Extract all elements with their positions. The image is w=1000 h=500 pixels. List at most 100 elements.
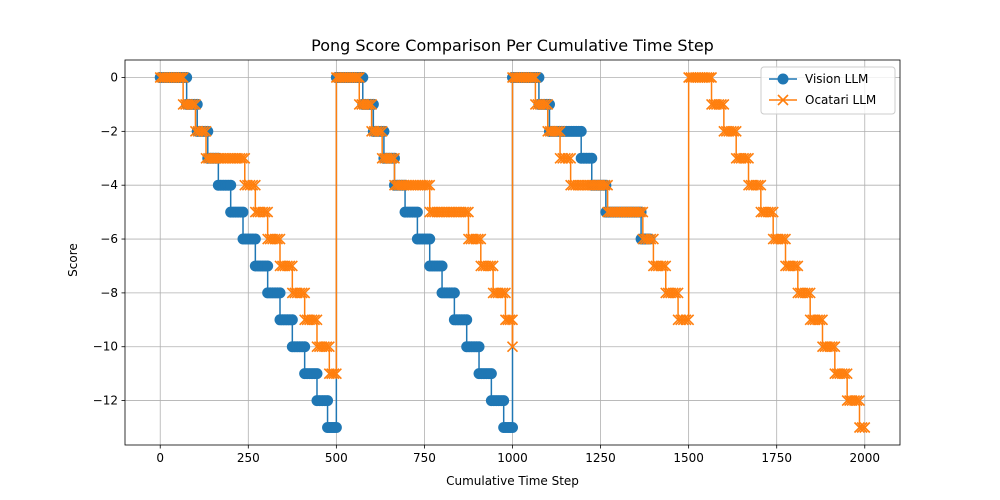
data-point-marker [506, 314, 519, 326]
data-point-marker [376, 125, 388, 137]
data-point-marker [599, 179, 611, 191]
data-point-marker [836, 368, 848, 380]
data-point-marker [542, 98, 554, 110]
data-point-marker [421, 179, 433, 191]
x-tick-label: 250 [237, 451, 260, 465]
data-point-marker [539, 98, 551, 110]
data-point-marker [639, 233, 652, 245]
legend-label: Vision LLM [805, 72, 868, 86]
y-axis-label: Score [66, 243, 80, 277]
data-point-marker [839, 368, 851, 380]
data-point-marker [361, 98, 373, 110]
data-point-marker [762, 206, 774, 218]
data-point-marker [244, 179, 256, 191]
series-ocatari-llm [154, 71, 871, 434]
data-point-marker [675, 314, 687, 326]
data-point-marker [462, 206, 475, 218]
data-point-marker [660, 260, 672, 272]
data-point-marker [647, 233, 659, 245]
data-point-marker [672, 314, 684, 326]
data-point-marker [859, 421, 871, 434]
data-point-marker [241, 179, 253, 191]
data-point-marker [657, 260, 669, 272]
data-point-marker [306, 314, 318, 326]
data-point-marker [271, 233, 284, 245]
data-point-marker [383, 152, 396, 164]
data-point-marker [236, 152, 248, 164]
data-point-marker [777, 233, 789, 245]
x-axis-label: Cumulative Time Step [446, 474, 579, 488]
data-point-marker [549, 125, 561, 137]
data-point-marker [779, 233, 792, 245]
data-point-marker [330, 422, 342, 433]
x-tick-label: 1750 [761, 451, 792, 465]
data-point-marker [448, 287, 460, 299]
data-point-marker [853, 421, 866, 434]
data-point-marker [655, 260, 667, 272]
data-point-marker [367, 98, 379, 110]
data-point-marker [792, 260, 804, 272]
data-point-marker [351, 71, 363, 84]
data-point-marker [787, 260, 799, 272]
data-point-marker [559, 152, 571, 164]
data-point-marker [318, 341, 330, 353]
data-point-marker [848, 395, 861, 407]
data-point-marker [841, 368, 853, 380]
data-point-marker [497, 287, 509, 299]
y-tick-label: −10 [93, 340, 118, 354]
data-point-marker [667, 287, 679, 299]
data-point-marker [257, 206, 269, 218]
data-point-marker [701, 71, 713, 84]
data-point-marker [330, 368, 342, 380]
data-point-marker [274, 287, 286, 299]
x-tick-label: 1250 [585, 451, 616, 465]
data-point-marker [829, 341, 841, 353]
data-point-marker [789, 260, 801, 272]
data-point-marker [586, 152, 598, 164]
data-point-marker [475, 233, 487, 245]
data-point-marker [388, 152, 401, 164]
data-point-marker [294, 287, 306, 299]
data-point-marker [554, 152, 566, 164]
data-point-marker [371, 125, 383, 137]
data-point-marker [527, 71, 539, 84]
data-point-marker [197, 125, 209, 137]
data-point-marker [637, 233, 649, 245]
data-point-marker [175, 71, 187, 84]
data-point-marker [802, 287, 814, 299]
data-point-marker [262, 260, 274, 272]
data-point-marker [670, 287, 682, 299]
data-point-marker [637, 206, 649, 218]
data-point-marker [269, 233, 281, 245]
x-tick-label: 750 [413, 451, 436, 465]
data-point-marker [504, 314, 516, 326]
data-point-marker [237, 206, 249, 218]
data-point-marker [353, 71, 365, 84]
data-point-marker [172, 71, 185, 84]
data-point-marker [286, 260, 298, 272]
data-point-marker [775, 233, 787, 245]
data-point-marker [672, 287, 684, 299]
data-point-marker [814, 314, 826, 326]
data-point-marker [349, 71, 361, 84]
data-point-marker [247, 179, 259, 191]
data-point-marker [602, 179, 614, 191]
data-point-marker [597, 179, 609, 191]
data-point-marker [187, 98, 199, 110]
data-point-marker [677, 314, 689, 326]
data-point-marker [470, 233, 482, 245]
data-point-marker [177, 71, 189, 84]
data-point-marker [461, 314, 473, 326]
data-point-marker [752, 179, 764, 191]
data-point-marker [853, 395, 866, 407]
x-tick-label: 500 [325, 451, 348, 465]
data-point-marker [373, 125, 386, 137]
data-point-marker [499, 287, 512, 299]
data-point-marker [525, 71, 537, 84]
data-point-marker [826, 341, 838, 353]
data-point-marker [472, 233, 484, 245]
data-point-marker [543, 98, 555, 110]
data-point-marker [473, 341, 485, 353]
data-point-marker [565, 152, 577, 164]
